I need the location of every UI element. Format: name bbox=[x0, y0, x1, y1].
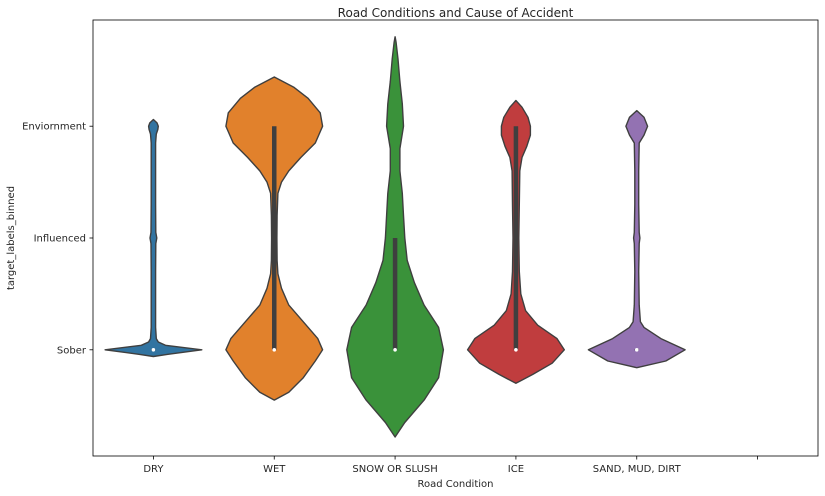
y-tick-label: Influenced bbox=[34, 234, 86, 245]
y-axis-label: target_labels_binned bbox=[6, 186, 17, 290]
violin-median-point bbox=[514, 347, 518, 352]
chart-title: Road Conditions and Cause of Accident bbox=[338, 6, 574, 20]
y-tick-label: Sober bbox=[57, 345, 87, 356]
violins-group bbox=[104, 36, 686, 438]
violin-median-point bbox=[634, 347, 639, 352]
violin-sand-mud-dirt bbox=[587, 109, 686, 369]
y-tick-label: Enviornment bbox=[22, 122, 86, 133]
violin-median-point bbox=[393, 347, 397, 352]
violin-dry bbox=[104, 118, 203, 358]
x-tick-label: DRY bbox=[143, 464, 164, 475]
x-tick-label: WET bbox=[263, 464, 286, 475]
violin-body bbox=[104, 118, 203, 358]
x-tick-label: SAND, MUD, DIRT bbox=[593, 464, 682, 475]
x-tick-label: ICE bbox=[508, 464, 524, 475]
violin-ice bbox=[466, 99, 565, 384]
y-axis-ticks: Sober Influenced Enviornment bbox=[22, 122, 93, 356]
x-axis-ticks: DRY WET SNOW OR SLUSH ICE SAND, MUD, DIRT bbox=[143, 456, 758, 475]
plot-area bbox=[93, 20, 818, 456]
x-axis-label: Road Condition bbox=[418, 479, 494, 490]
violin-snow-or-slush bbox=[346, 36, 445, 438]
violin-wet bbox=[225, 76, 324, 401]
violin-median-point bbox=[151, 347, 156, 352]
violin-body bbox=[587, 109, 686, 369]
violin-median-point bbox=[272, 347, 277, 352]
violin-body bbox=[346, 36, 445, 438]
x-tick-label: SNOW OR SLUSH bbox=[352, 464, 437, 475]
